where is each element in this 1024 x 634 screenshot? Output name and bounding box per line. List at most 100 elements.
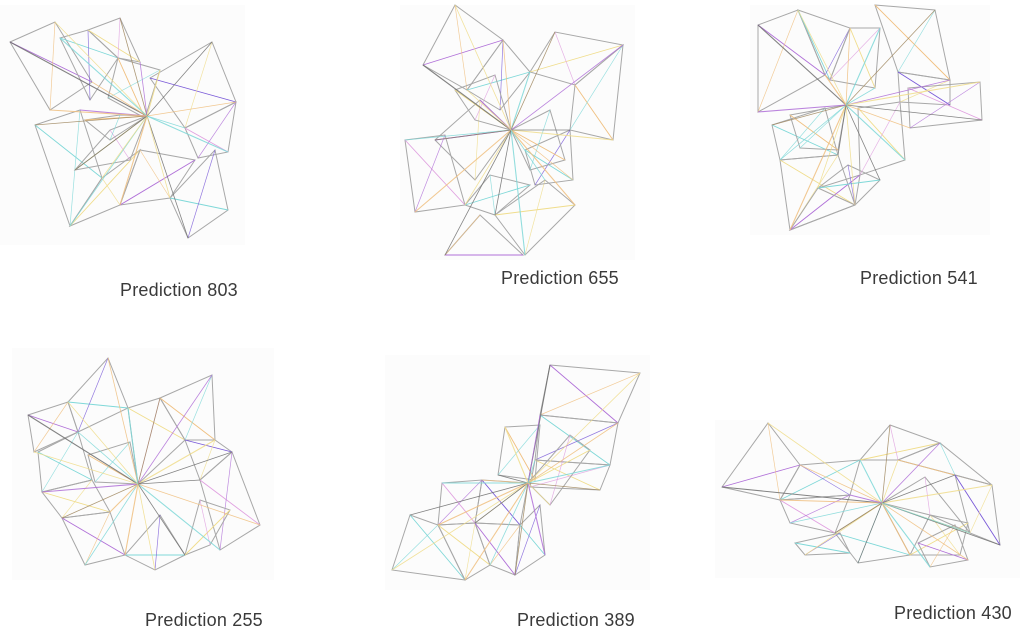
crease-line — [37, 451, 93, 481]
radial-crease — [146, 115, 189, 239]
radial-crease — [464, 129, 512, 206]
crease-line — [757, 24, 826, 76]
radial-crease — [49, 109, 148, 117]
crease-line — [889, 424, 899, 461]
crease-line — [444, 214, 481, 256]
radial-crease — [824, 74, 847, 106]
radial-crease — [845, 104, 906, 161]
radial-crease — [497, 474, 529, 484]
crease-line — [474, 99, 481, 181]
fold-facet — [37, 431, 93, 493]
radial-crease — [510, 44, 624, 131]
radial-crease — [146, 101, 237, 117]
radial-crease — [881, 459, 899, 504]
crease-line — [757, 9, 799, 113]
fold-pattern-diagram — [721, 422, 1001, 568]
crease-line — [474, 522, 516, 576]
radial-crease — [434, 129, 512, 141]
radial-crease — [510, 129, 614, 141]
crease-line — [794, 542, 851, 554]
radial-crease — [137, 439, 216, 485]
crease-line — [84, 511, 111, 566]
crease-line — [721, 464, 801, 488]
radial-crease — [84, 483, 139, 566]
crease-line — [779, 107, 826, 161]
radial-crease — [845, 27, 881, 106]
radial-crease — [414, 129, 512, 213]
panel-caption: Prediction 430 — [894, 603, 1012, 623]
crease-line — [409, 514, 466, 581]
crease-line — [437, 524, 491, 566]
radial-crease — [845, 79, 951, 106]
radial-crease — [54, 21, 148, 117]
radial-crease — [27, 414, 139, 485]
radial-crease — [119, 17, 148, 117]
radial-crease — [881, 424, 891, 504]
radial-crease — [510, 31, 556, 131]
crease-line — [549, 434, 571, 506]
diagram-panel-389: Prediction 389 — [380, 355, 670, 634]
crease-line — [771, 124, 839, 156]
crease-line — [184, 439, 233, 453]
crease-line — [87, 29, 91, 101]
crease-line — [779, 499, 836, 534]
crease-line — [489, 174, 496, 216]
crease-line — [187, 149, 216, 239]
crease-line — [219, 451, 233, 551]
crease-line — [539, 414, 611, 466]
crease-line — [154, 514, 161, 571]
radial-crease — [9, 41, 148, 117]
crease-line — [829, 27, 881, 81]
crease-line — [909, 522, 969, 556]
radial-crease — [34, 115, 148, 126]
crease-line — [529, 44, 624, 73]
radial-crease — [527, 482, 601, 491]
crease-line — [969, 484, 993, 534]
radial-crease — [804, 502, 883, 556]
radial-crease — [837, 104, 847, 156]
radial-crease — [721, 486, 883, 504]
radial-crease — [510, 129, 576, 206]
crease-line — [799, 104, 847, 149]
fold-pattern-diagram — [9, 17, 237, 239]
crease-line — [909, 81, 981, 129]
crease-line — [184, 127, 229, 153]
fold-facet — [514, 503, 546, 577]
radial-crease — [41, 483, 139, 493]
radial-crease — [422, 64, 512, 131]
crease-line — [117, 17, 121, 59]
radial-crease — [137, 374, 213, 485]
radial-crease — [797, 9, 847, 106]
crease-line — [454, 4, 468, 91]
radial-crease — [757, 104, 847, 113]
radial-crease — [845, 104, 881, 181]
radial-crease — [881, 502, 969, 561]
radial-crease — [789, 104, 847, 231]
radial-crease — [119, 115, 148, 206]
crease-line — [789, 494, 851, 524]
crease-line — [474, 74, 496, 121]
fold-facet — [829, 27, 881, 89]
fold-facet — [757, 9, 826, 113]
crease-line — [574, 84, 614, 141]
radial-crease — [409, 482, 529, 516]
radial-crease — [146, 41, 213, 117]
radial-crease — [510, 129, 526, 256]
radial-crease — [504, 426, 529, 484]
fold-facet — [909, 514, 969, 556]
crease-line — [529, 109, 551, 171]
crease-line — [779, 159, 856, 206]
crease-line — [929, 524, 956, 568]
crease-line — [184, 374, 213, 441]
crease-line — [779, 459, 861, 501]
fold-pattern-diagram — [391, 364, 641, 581]
crease-line — [67, 401, 129, 409]
diagram-canvas — [400, 5, 635, 260]
crease-line — [907, 87, 983, 121]
fold-pattern-diagram — [27, 357, 261, 571]
crease-line — [109, 114, 121, 141]
radial-crease — [137, 479, 201, 485]
radial-crease — [137, 483, 261, 526]
radial-crease — [527, 414, 541, 484]
fold-facet — [34, 109, 103, 228]
